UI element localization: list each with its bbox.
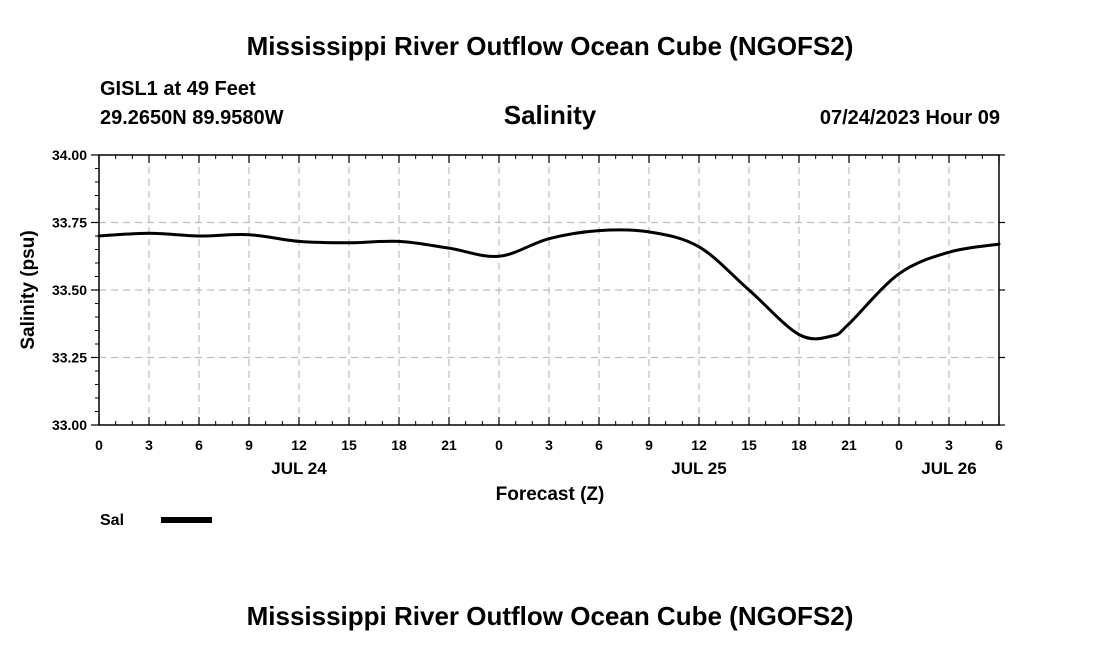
salinity-series-line: [97, 228, 1001, 341]
x-tick-label: 15: [741, 437, 757, 453]
day-label: JUL 26: [921, 459, 976, 478]
x-tick-label: 3: [945, 437, 953, 453]
axis-tick-labels: 0 3 6 9 12 15 18 21 0 3 6 9 12 15 18 21 0 3 6 33.00 33.25 33.…: [52, 147, 1003, 478]
day-label: JUL 24: [271, 459, 327, 478]
y-tick-label: 33.00: [52, 417, 87, 433]
forecast-datetime: 07/24/2023 Hour 09: [820, 107, 1000, 129]
x-tick-label: 3: [545, 437, 553, 453]
x-tick-label: 18: [791, 437, 807, 453]
x-tick-label: 21: [441, 437, 457, 453]
x-tick-label: 6: [995, 437, 1003, 453]
legend-label: Sal: [100, 512, 124, 529]
x-axis-label: Forecast (Z): [496, 484, 605, 505]
x-tick-label: 9: [645, 437, 653, 453]
x-tick-label: 21: [841, 437, 857, 453]
x-tick-label: 0: [895, 437, 903, 453]
x-tick-label: 15: [341, 437, 357, 453]
plot-frame: [98, 154, 1000, 426]
y-tick-label: 33.50: [52, 282, 87, 298]
x-tick-label: 3: [145, 437, 153, 453]
y-tick-label: 33.25: [52, 350, 87, 366]
x-tick-label: 0: [495, 437, 503, 453]
y-axis-label: Salinity (psu): [18, 230, 39, 349]
x-tick-label: 6: [595, 437, 603, 453]
x-tick-label: 0: [95, 437, 103, 453]
x-tick-label: 12: [691, 437, 707, 453]
x-tick-label: 12: [291, 437, 307, 453]
grid-lines: [99, 155, 999, 425]
chart-title: Salinity: [504, 100, 597, 130]
footer-title: Mississippi River Outflow Ocean Cube (NG…: [247, 601, 854, 631]
x-tick-label: 6: [195, 437, 203, 453]
station-label: GISL1 at 49 Feet: [100, 78, 256, 100]
day-label: JUL 25: [671, 459, 726, 478]
y-tick-label: 34.00: [52, 147, 87, 163]
x-tick-label: 9: [245, 437, 253, 453]
y-tick-label: 33.75: [52, 215, 87, 231]
station-coords: 29.2650N 89.9580W: [100, 107, 284, 129]
x-tick-label: 18: [391, 437, 407, 453]
page-title: Mississippi River Outflow Ocean Cube (NG…: [247, 31, 854, 61]
